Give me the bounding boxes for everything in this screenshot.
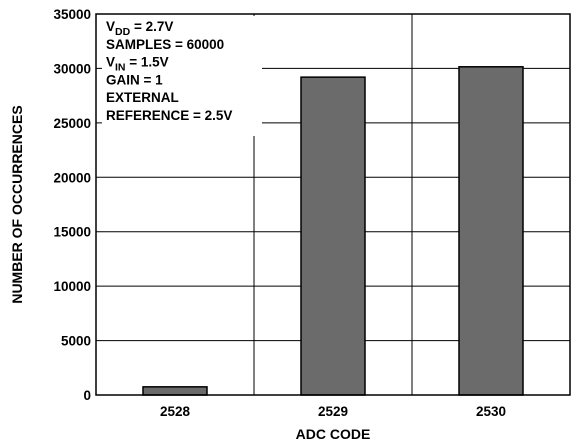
x-tick-labels: 2528 2529 2530 [160,404,506,419]
annotation-line: VIN = 1.5V [106,55,169,74]
bar [458,66,524,396]
y-tick-label: 35000 [53,7,91,22]
y-tick-label: 30000 [53,61,91,76]
plot-frame [95,13,571,396]
annotation-line: EXTERNAL [106,90,179,105]
x-tick-label: 2528 [160,404,191,419]
annotation-text: V [106,19,115,34]
annotation-text: REFERENCE = 2.5V [106,108,232,123]
annotation-line: GAIN = 1 [106,72,163,87]
y-tick-labels: 0 5000 10000 15000 20000 25000 30000 35000 [53,7,91,403]
annotation-text: GAIN = 1 [106,72,163,87]
annotation-line: VDD = 2.7V [106,19,173,38]
bar [300,76,366,396]
annotation-text: V [106,55,115,70]
annotation-background [102,16,262,136]
y-tick-label: 5000 [61,334,91,349]
y-tick-label: 15000 [53,225,91,240]
x-tick-label: 2529 [318,404,348,419]
y-tick-label: 10000 [53,279,91,294]
annotation-line: SAMPLES = 60000 [106,37,224,52]
y-axis-title: NUMBER OF OCCURRENCES [9,105,25,303]
annotation-subscript: DD [115,26,131,38]
annotation-value: = 1.5V [126,55,169,70]
y-tick-label: 25000 [53,116,91,131]
y-tick-label: 20000 [53,170,91,185]
y-tick-label: 0 [83,388,91,403]
x-axis-title: ADC CODE [296,426,371,442]
annotation-subscript: IN [115,62,126,74]
bar [142,386,208,396]
annotation-line: REFERENCE = 2.5V [106,108,232,123]
x-tick-label: 2530 [476,404,506,419]
annotation-text: EXTERNAL [106,90,179,105]
annotation-value: = 2.7V [130,19,173,34]
annotation-text: SAMPLES = 60000 [106,37,224,52]
